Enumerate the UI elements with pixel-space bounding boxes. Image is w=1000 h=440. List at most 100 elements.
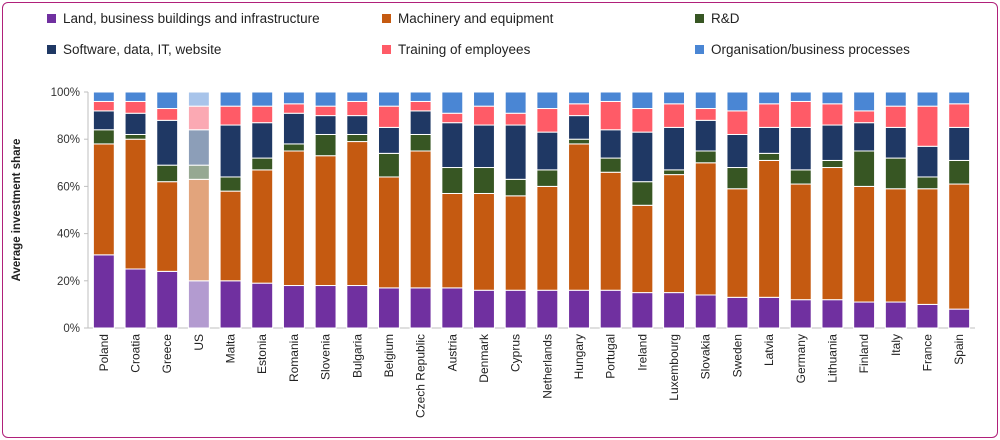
bar-segment bbox=[853, 150, 876, 187]
bar-segment bbox=[441, 91, 464, 114]
bar-segment bbox=[124, 100, 147, 114]
bar-segment bbox=[92, 100, 115, 112]
bar-segment bbox=[314, 115, 337, 135]
legend-label: Machinery and equipment bbox=[398, 10, 554, 26]
bar-segment bbox=[251, 282, 274, 329]
legend-swatch bbox=[47, 44, 56, 54]
bar-segment bbox=[219, 176, 242, 192]
x-tick-label: Denmark bbox=[477, 333, 491, 383]
bar-segment bbox=[187, 164, 210, 180]
bar-segment bbox=[568, 115, 590, 140]
bar-segment bbox=[821, 299, 844, 329]
bar-segment bbox=[599, 289, 622, 329]
bar-segment bbox=[314, 285, 337, 329]
bar-segment bbox=[631, 131, 654, 183]
x-tick-label: Sweden bbox=[730, 334, 744, 377]
bar-segment bbox=[916, 145, 939, 178]
bar-segment bbox=[156, 270, 179, 329]
bar-segment bbox=[726, 133, 749, 169]
x-tick-label: Slovenia bbox=[319, 334, 333, 380]
bar-segment bbox=[441, 167, 464, 194]
bar-segment bbox=[758, 91, 781, 105]
x-tick-label: Poland bbox=[97, 334, 111, 371]
bar-segment bbox=[789, 126, 812, 171]
bar-segment bbox=[346, 133, 369, 143]
bar-segment bbox=[219, 105, 242, 126]
bar-segment bbox=[821, 91, 844, 105]
bar-segment bbox=[568, 143, 590, 291]
y-axis-title: Average investment share bbox=[11, 139, 23, 282]
x-tick-label: Belgium bbox=[382, 334, 396, 377]
legend-label: Software, data, IT, website bbox=[63, 41, 222, 57]
bar-segment bbox=[916, 105, 939, 147]
bar-segment bbox=[409, 133, 432, 152]
bar-segment bbox=[219, 190, 242, 282]
bar-segment bbox=[536, 185, 559, 291]
bar-segment bbox=[568, 91, 590, 105]
legend-item: Software, data, IT, website bbox=[47, 40, 221, 58]
bar-segment bbox=[948, 308, 971, 329]
bar-segment bbox=[504, 195, 527, 291]
bar-segment bbox=[789, 169, 812, 185]
bar-segment bbox=[789, 91, 812, 102]
bar-segment bbox=[631, 292, 654, 329]
bar-segment bbox=[504, 91, 527, 114]
legend-swatch bbox=[382, 13, 391, 23]
bar-segment bbox=[916, 303, 939, 329]
bar-segment bbox=[219, 91, 242, 107]
x-tick-label: US bbox=[192, 334, 206, 351]
bar-segment bbox=[314, 91, 337, 107]
bar-segment bbox=[251, 169, 274, 284]
legend-label: R&D bbox=[711, 10, 740, 26]
bar-segment bbox=[758, 103, 781, 128]
bar-segment bbox=[282, 150, 305, 287]
y-tick-label: 60% bbox=[57, 181, 80, 193]
bar-segment bbox=[631, 91, 654, 110]
bar-segment bbox=[948, 91, 971, 105]
bar-segment bbox=[409, 100, 432, 112]
bar-segment bbox=[568, 103, 590, 117]
bar-segment bbox=[473, 289, 495, 329]
legend-item: Machinery and equipment bbox=[382, 9, 553, 27]
bar-segment bbox=[568, 289, 590, 329]
x-tick-label: Latvia bbox=[762, 334, 776, 366]
bar-segment bbox=[948, 159, 971, 185]
bar-segment bbox=[346, 115, 369, 135]
bar-segment bbox=[441, 192, 464, 289]
legend-label: Organisation/business processes bbox=[711, 41, 910, 57]
bar-segment bbox=[187, 280, 210, 329]
bar-segment bbox=[124, 138, 147, 270]
legend-swatch bbox=[695, 13, 704, 23]
bar-segment bbox=[663, 103, 686, 128]
bar-segment bbox=[504, 178, 527, 197]
x-tick-label: Romania bbox=[287, 334, 301, 382]
bar-segment bbox=[441, 122, 464, 169]
bar-segment bbox=[758, 296, 781, 329]
bar-segment bbox=[631, 204, 654, 294]
bar-segment bbox=[789, 299, 812, 329]
x-tick-label: Finland bbox=[857, 334, 871, 373]
bar-segment bbox=[694, 108, 717, 121]
bar-segment bbox=[473, 192, 495, 291]
bar-segment bbox=[187, 91, 210, 107]
bar-segment bbox=[346, 141, 369, 287]
y-tick-label: 0% bbox=[63, 323, 80, 335]
bar-segment bbox=[219, 280, 242, 329]
bar-segment bbox=[156, 108, 179, 121]
bar-segment bbox=[726, 188, 749, 298]
bar-segment bbox=[789, 183, 812, 301]
bar-segment bbox=[409, 150, 432, 289]
bar-segment bbox=[568, 138, 590, 145]
bar-segment bbox=[377, 287, 400, 329]
bar-segment bbox=[663, 126, 686, 171]
bar-segment bbox=[948, 183, 971, 310]
bar-segment bbox=[853, 110, 876, 124]
bar-segment bbox=[884, 188, 907, 303]
bar-segment bbox=[441, 112, 464, 124]
bar-segment bbox=[536, 131, 559, 171]
bar-segment bbox=[821, 124, 844, 161]
x-tick-label: Germany bbox=[794, 334, 808, 383]
bar-segment bbox=[916, 188, 939, 305]
bar-segment bbox=[92, 91, 115, 102]
bar-segment bbox=[694, 162, 717, 296]
